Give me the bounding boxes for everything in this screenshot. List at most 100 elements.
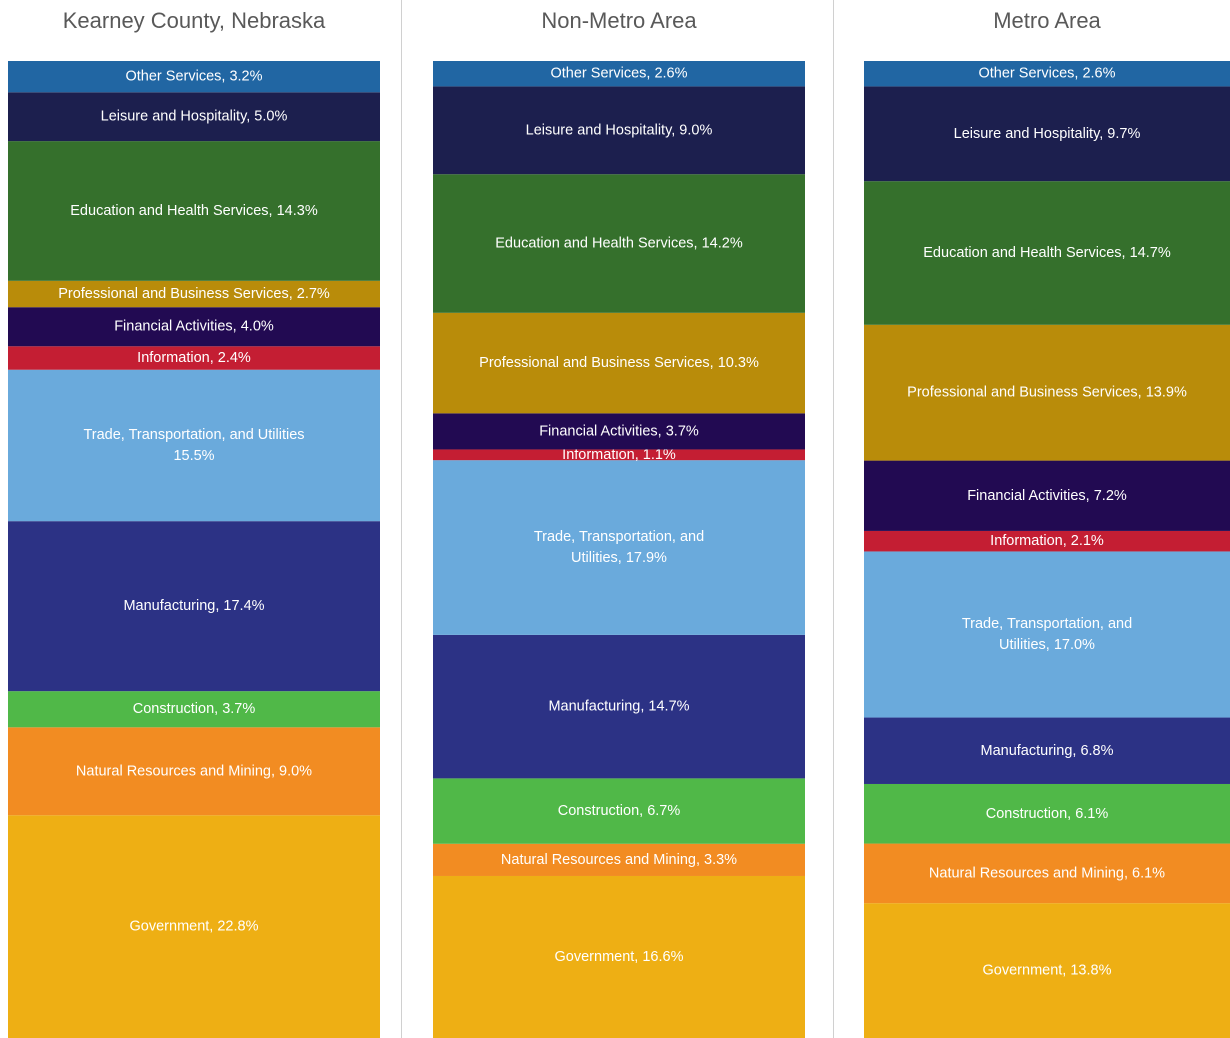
bar-segment [864, 61, 1230, 87]
data-label-line: Manufacturing, 17.4% [123, 598, 264, 614]
bar-segment [433, 875, 805, 1038]
data-label: Leisure and Hospitality, 9.0% [526, 122, 713, 138]
data-label: Information, 2.4% [137, 350, 251, 366]
bar-segment [8, 521, 380, 692]
data-label-line: Information, 2.4% [137, 350, 251, 366]
data-label-line: Other Services, 2.6% [551, 66, 688, 82]
data-label: Leisure and Hospitality, 5.0% [101, 109, 288, 125]
bar-segment [433, 413, 805, 450]
bar-segment [864, 460, 1230, 531]
bar-segment [8, 92, 380, 142]
data-label: Other Services, 2.6% [979, 66, 1116, 82]
data-label-line: Manufacturing, 6.8% [981, 743, 1114, 759]
bar-segment [864, 903, 1230, 1038]
data-label: Construction, 6.7% [558, 803, 681, 819]
data-label-line: Government, 22.8% [130, 918, 259, 934]
data-label-line: Trade, Transportation, and [962, 616, 1132, 632]
data-label-line: Financial Activities, 7.2% [967, 488, 1127, 504]
bar-segment [864, 783, 1230, 844]
data-label-line: Trade, Transportation, and Utilities [83, 427, 304, 443]
bar-segment [433, 843, 805, 876]
data-label-line: Leisure and Hospitality, 9.0% [526, 122, 713, 138]
data-label: Information, 2.1% [990, 533, 1104, 549]
data-label: Education and Health Services, 14.7% [923, 245, 1171, 261]
data-label-line: Professional and Business Services, 2.7% [58, 286, 330, 302]
bar-segment [433, 312, 805, 414]
data-label-line: Government, 13.8% [983, 962, 1112, 978]
data-label: Education and Health Services, 14.3% [70, 203, 318, 219]
data-label: Professional and Business Services, 13.9… [907, 385, 1187, 401]
data-label: Natural Resources and Mining, 6.1% [929, 865, 1165, 881]
data-label: Information, 1.1% [562, 447, 676, 463]
data-label-line: Education and Health Services, 14.3% [70, 203, 318, 219]
bar-segment [8, 61, 380, 93]
data-label-line: Trade, Transportation, and [534, 529, 704, 545]
data-label: Other Services, 3.2% [126, 68, 263, 84]
chart-title: Non-Metro Area [541, 8, 697, 33]
bar-segment [433, 86, 805, 175]
data-label: Natural Resources and Mining, 3.3% [501, 852, 737, 868]
data-label-line: Professional and Business Services, 13.9… [907, 385, 1187, 401]
bar-segment [433, 449, 805, 461]
bar-segment [864, 717, 1230, 784]
bar-segment [864, 324, 1230, 461]
data-label-line: Government, 16.6% [555, 949, 684, 965]
data-label: Manufacturing, 14.7% [548, 698, 689, 714]
data-label-line: Education and Health Services, 14.2% [495, 235, 743, 251]
data-label: Construction, 3.7% [133, 701, 256, 717]
data-label: Financial Activities, 7.2% [967, 488, 1127, 504]
data-label-line: Information, 1.1% [562, 447, 676, 463]
data-label: Education and Health Services, 14.2% [495, 235, 743, 251]
data-label-line: Manufacturing, 14.7% [548, 698, 689, 714]
data-label: Trade, Transportation, and Utilities, 17.… [534, 529, 704, 566]
data-label-line: Professional and Business Services, 10.3… [479, 355, 759, 371]
data-label-line: Information, 2.1% [990, 533, 1104, 549]
bar-segment [8, 280, 380, 308]
data-label-line: 15.5% [173, 448, 214, 464]
data-label: Financial Activities, 3.7% [539, 423, 699, 439]
bar-segment [864, 181, 1230, 325]
bar-segment [433, 634, 805, 779]
data-label-line: Utilities, 17.0% [999, 637, 1095, 653]
data-label: Construction, 6.1% [986, 806, 1109, 822]
bar-segment [864, 843, 1230, 904]
data-label-line: Leisure and Hospitality, 9.7% [954, 126, 1141, 142]
bar-segment [433, 460, 805, 635]
bar-segment [864, 551, 1230, 718]
bar-segment [8, 815, 380, 1038]
bar-segment [8, 691, 380, 728]
data-label-line: Construction, 3.7% [133, 701, 256, 717]
data-label-line: Education and Health Services, 14.7% [923, 245, 1171, 261]
data-label: Manufacturing, 6.8% [981, 743, 1114, 759]
data-label-line: Construction, 6.7% [558, 803, 681, 819]
chart-title: Metro Area [993, 8, 1101, 33]
data-label: Government, 13.8% [983, 962, 1112, 978]
chart-title: Kearney County, Nebraska [63, 8, 326, 33]
data-label: Professional and Business Services, 2.7% [58, 286, 330, 302]
data-label-line: Leisure and Hospitality, 5.0% [101, 109, 288, 125]
data-label: Leisure and Hospitality, 9.7% [954, 126, 1141, 142]
data-label: Trade, Transportation, and Utilities 15.5… [83, 427, 304, 464]
data-label: Professional and Business Services, 10.3… [479, 355, 759, 371]
bar-segment [8, 369, 380, 522]
data-label: Government, 16.6% [555, 949, 684, 965]
bar-segment [8, 307, 380, 347]
bar-segment [8, 141, 380, 281]
bar-segment [433, 61, 805, 87]
bar-segment [864, 86, 1230, 182]
data-label: Government, 22.8% [130, 918, 259, 934]
data-label-line: Financial Activities, 4.0% [114, 319, 274, 335]
data-label: Manufacturing, 17.4% [123, 598, 264, 614]
data-label-line: Construction, 6.1% [986, 806, 1109, 822]
data-label: Other Services, 2.6% [551, 66, 688, 82]
bar-segment [433, 778, 805, 844]
data-label-line: Natural Resources and Mining, 6.1% [929, 865, 1165, 881]
data-label-line: Financial Activities, 3.7% [539, 423, 699, 439]
data-label-line: Utilities, 17.9% [571, 550, 667, 566]
bar-segment [864, 530, 1230, 552]
data-label-line: Other Services, 2.6% [979, 66, 1116, 82]
bar-segment [433, 174, 805, 313]
data-label-line: Other Services, 3.2% [126, 68, 263, 84]
data-label-line: Natural Resources and Mining, 3.3% [501, 852, 737, 868]
